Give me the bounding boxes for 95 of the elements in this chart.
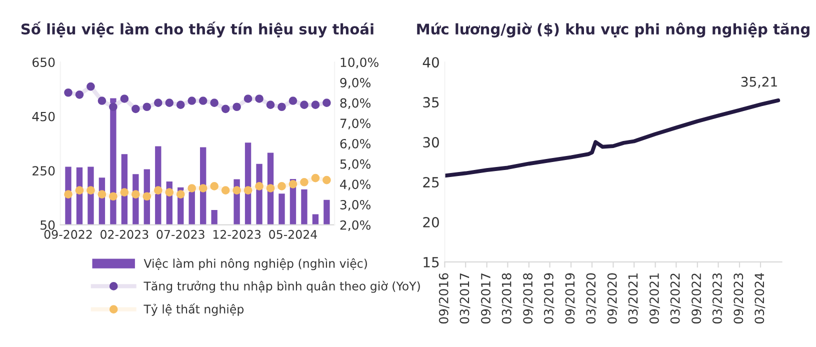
legend-label: Tỷ lệ thất nghiệp [144,303,244,316]
point [176,190,185,199]
point [300,178,308,186]
point [311,174,320,182]
y-tick-label: 15 [424,257,439,268]
x-tick-label: 09-2022 [44,230,92,239]
point [255,94,264,103]
point [210,182,218,190]
point [176,100,185,109]
y-tick-label: 50 [40,220,55,230]
y-tick-label: 250 [32,166,55,176]
x-tick-label: 07-2023 [156,230,204,239]
point [75,90,84,99]
y-tick-label: 30 [423,137,439,148]
point [210,98,218,107]
y2-tick-label: 7,0% [340,118,370,130]
point [266,100,275,109]
point [288,180,298,188]
point [188,96,196,105]
point [86,186,95,194]
point [64,190,72,199]
point [232,102,241,112]
point [165,98,174,107]
point [322,98,331,107]
point [322,176,331,184]
point [278,182,286,190]
x-tick-label: 09/2018 [523,273,534,324]
x-tick-label: 03/2022 [670,274,681,324]
y2-tick-label: 10,0% [340,58,378,68]
point [221,104,230,114]
point [232,186,241,194]
x-tick-label: 03/2018 [502,273,512,324]
point [244,186,252,194]
point [288,96,298,105]
point [86,82,95,91]
chart-title: Mức lương/giờ ($) khu vực phi nông nghiệp tăng [417,22,810,38]
point [120,94,129,103]
point [98,190,106,199]
point [266,184,275,192]
x-tick-label: 12-2023 [213,230,261,239]
x-tick-label: 05-2024 [269,230,317,239]
point [255,182,264,190]
point [188,184,196,192]
x-tick-label: 03/2024 [754,273,766,324]
point [278,102,286,112]
x-tick-label: 03/2020 [586,273,597,324]
point [109,102,118,112]
legend-label: Việc làm phi nông nghiệp (nghìn việc) [144,258,367,270]
y2-tick-label: 3,0% [340,200,370,211]
point [132,104,140,114]
y-tick-label: 650 [32,58,55,68]
point [132,190,140,199]
y2-tick-label: 8,0% [340,98,370,109]
x-tick-label: 09/2021 [649,274,660,324]
x-tick-label: 03/2023 [712,273,723,324]
y2-tick-label: 6,0% [340,138,370,150]
point [300,100,308,109]
x-tick-label: 02-2023 [100,230,148,239]
x-tick-label: 03/2021 [628,274,639,324]
x-tick-label: 09/2023 [734,273,744,324]
point [75,186,84,194]
point [165,188,174,196]
x-tick-label: 09/2019 [565,273,576,324]
y2-tick-label: 5,0% [340,159,370,170]
annotation: 35,21 [741,76,777,88]
point [154,186,162,194]
point [244,94,252,103]
point [142,192,152,201]
point [311,100,320,109]
y-tick-label: 35 [423,97,439,108]
y-tick-label: 25 [423,177,439,188]
point [109,192,118,201]
line-series [444,98,780,178]
point [154,98,162,107]
point [142,102,152,112]
x-tick-label: 03/2017 [460,273,470,324]
y-tick-label: 450 [32,112,55,122]
y-tick-label: 20 [423,216,439,228]
y2-tick-label: 4,0% [340,180,370,190]
x-tick-label: 09/2016 [438,273,450,324]
point [221,186,230,194]
point [98,96,106,105]
x-tick-label: 09/2022 [692,274,702,324]
legend-label: Tăng trưởng thu nhập bình quân theo giờ (YoY) [144,280,420,293]
y-tick-label: 40 [422,57,439,68]
x-tick-label: 09/2020 [607,273,618,324]
point [198,184,208,192]
chart-title: Số liệu việc làm cho thấy tín hiệu suy thoái [21,22,374,38]
point [120,188,129,196]
y2-tick-label: 9,0% [340,78,370,89]
point [64,88,72,97]
x-tick-label: 03/2019 [544,273,554,324]
point [198,96,208,105]
x-tick-label: 09/2017 [480,273,492,324]
y2-tick-label: 2,0% [340,220,370,232]
